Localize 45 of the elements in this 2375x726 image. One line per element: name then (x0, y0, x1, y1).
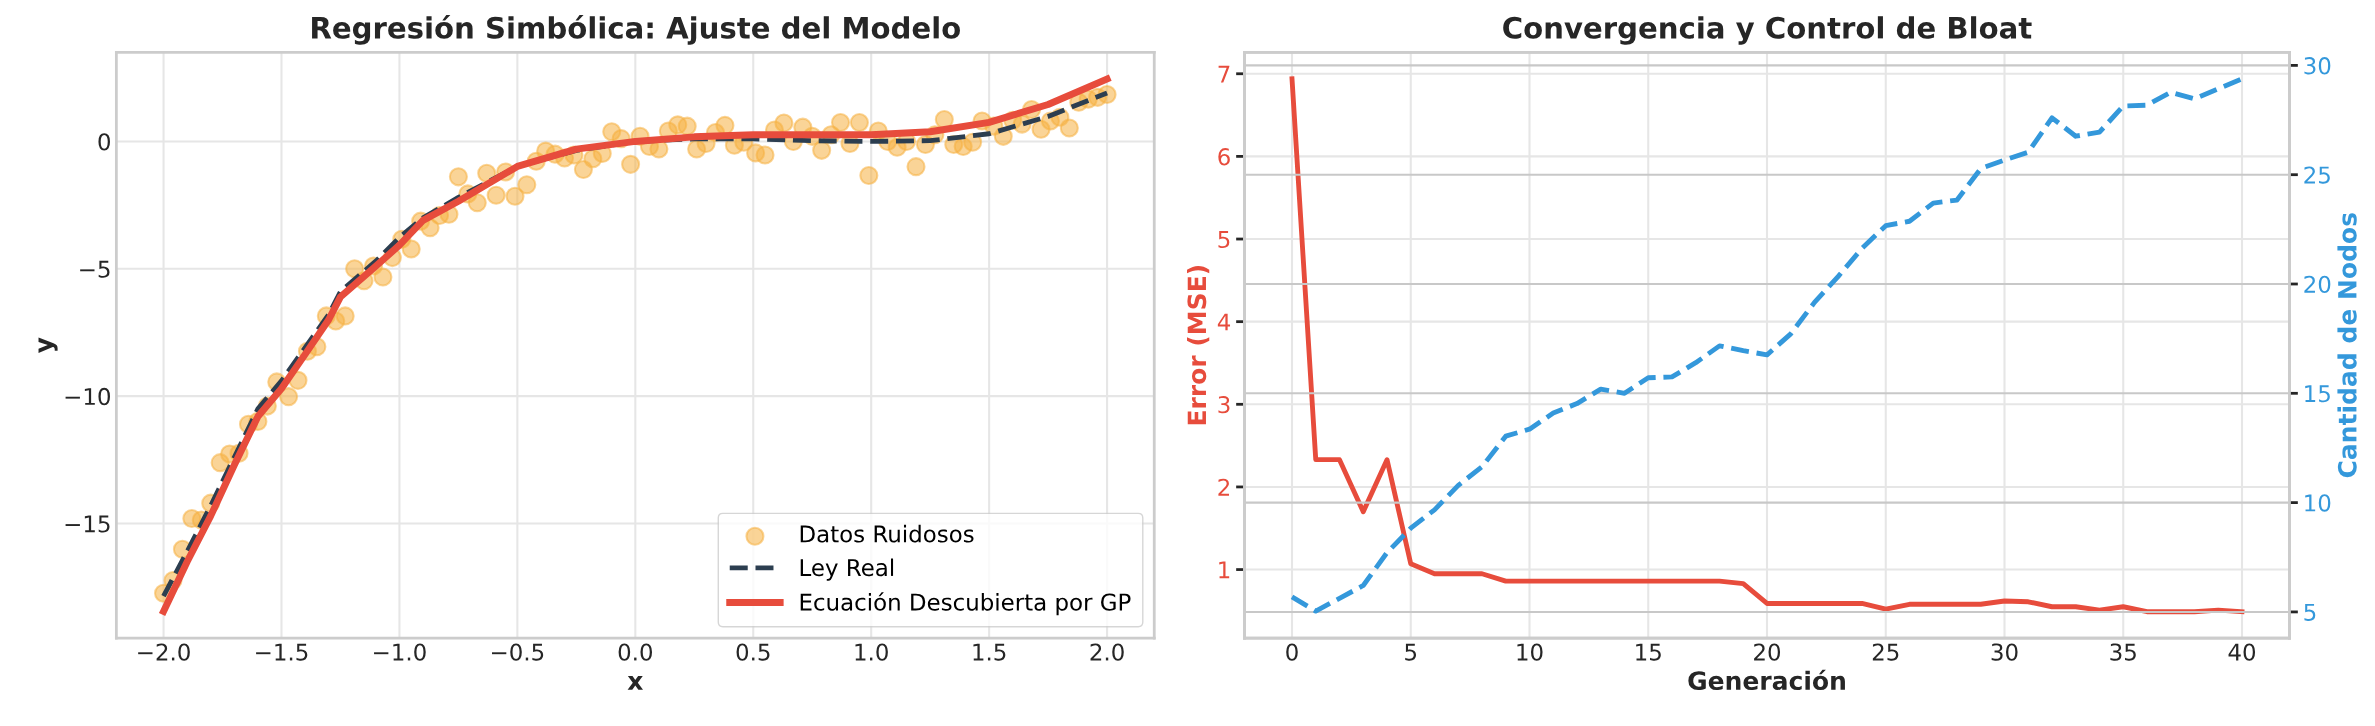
x-axis-title: Generación (1688, 669, 1845, 691)
y-tick-label: −5 (80, 260, 110, 278)
y-tick-label: 4 (1217, 313, 1231, 331)
y-tick-label: −15 (65, 515, 110, 533)
y2-tick-label: 10 (2305, 494, 2331, 512)
y2-tick-label: 20 (2304, 275, 2331, 294)
y2-tick-label: 5 (2304, 603, 2316, 621)
chart-title: Convergencia y Control de Bloat (1503, 16, 2032, 45)
y2-tick-label: 30 (2304, 57, 2331, 75)
legend-label: Datos Ruidosos (800, 524, 974, 543)
y-tick-label: −10 (65, 387, 110, 406)
y2-axis-title: Cantidad de Nodos (2337, 213, 2357, 478)
chart-title: Regresión Simbólica: Ajuste del Modelo (312, 15, 960, 45)
x-tick-label: 0 (1286, 643, 1298, 661)
x-tick-label: 0.0 (618, 643, 653, 661)
x-tick-label: 0.5 (736, 643, 770, 661)
y-tick-label: 2 (1218, 478, 1230, 496)
x-tick-label: −1.0 (374, 643, 426, 661)
y-tick-label: 5 (1218, 231, 1230, 249)
x-tick-label: −0.5 (491, 643, 544, 661)
y-tick-label: 1 (1219, 561, 1230, 579)
x-tick-label: 2.0 (1090, 643, 1124, 661)
x-tick-label: 1.5 (973, 643, 1006, 661)
x-tick-label: −2.0 (138, 643, 190, 661)
x-tick-label: 5 (1405, 643, 1417, 661)
x-tick-label: 25 (1872, 643, 1899, 661)
legend-label: Ecuación Descubierta por GP (800, 592, 1131, 616)
x-axis-title: x (627, 676, 643, 690)
y-tick-label: 3 (1218, 396, 1230, 414)
x-tick-label: −1.5 (256, 643, 308, 661)
y-axis-title: Error (MSE) (1187, 265, 1210, 425)
legend-label: Ley Real (800, 558, 894, 581)
x-tick-label: 1.0 (855, 643, 888, 661)
y-tick-label: 6 (1218, 148, 1230, 166)
y2-tick-label: 25 (2304, 166, 2330, 184)
x-tick-label: 40 (2228, 643, 2256, 661)
x-tick-label: 20 (1754, 643, 1781, 661)
y2-tick-label: 15 (2305, 385, 2330, 403)
y-axis-title: y (38, 337, 58, 354)
x-tick-label: 35 (2110, 643, 2136, 661)
y-tick-label: 0 (98, 133, 110, 151)
x-tick-label: 10 (1517, 643, 1543, 661)
y-tick-label: 7 (1218, 65, 1230, 83)
x-tick-label: 30 (1991, 643, 2018, 661)
x-tick-label: 15 (1636, 643, 1661, 661)
